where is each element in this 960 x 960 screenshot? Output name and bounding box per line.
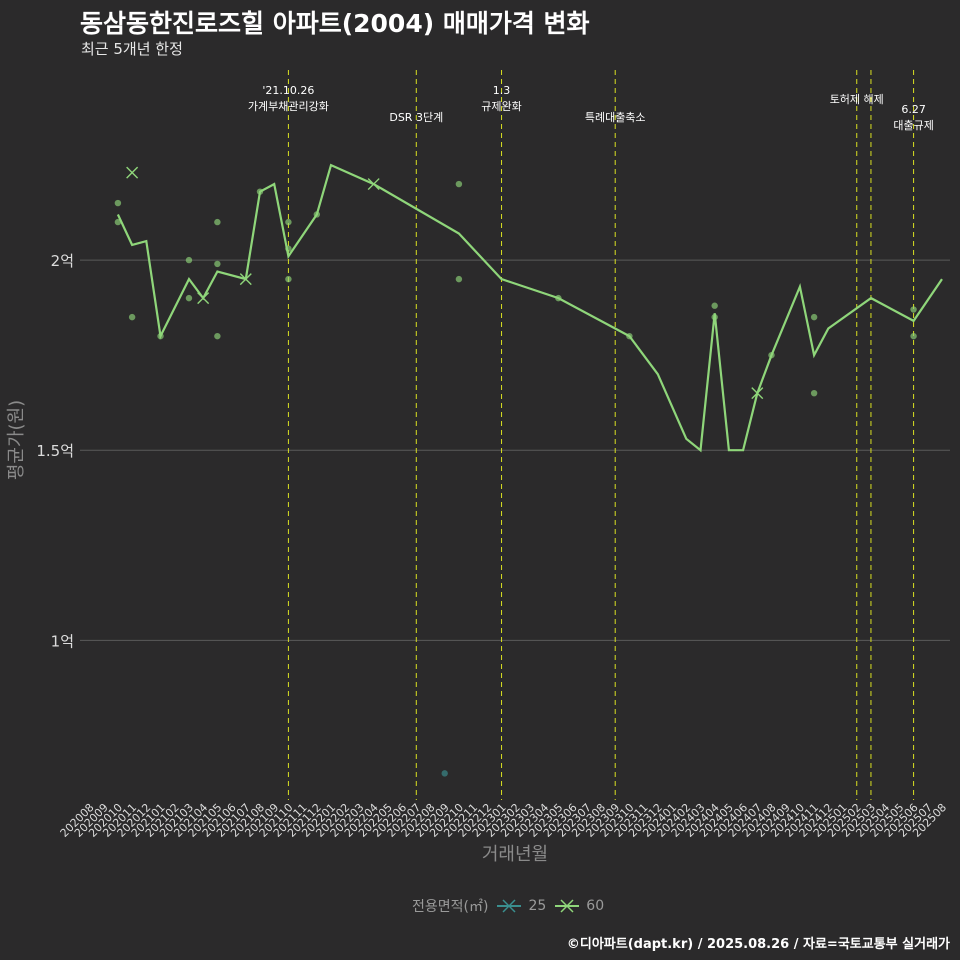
series-line-60 <box>116 163 943 453</box>
y-tick-label: 1억 <box>51 632 74 650</box>
data-point <box>185 256 193 264</box>
data-point <box>214 260 221 268</box>
data-cross <box>751 387 764 400</box>
cross-stroke <box>751 387 764 400</box>
data-point <box>313 211 321 218</box>
cross-stroke <box>239 273 252 286</box>
legend-label-25: 25 <box>528 898 547 914</box>
event-label: 6.27 <box>901 103 926 116</box>
data-point <box>711 313 718 321</box>
legend: 전용면적(㎡) 25 60 <box>412 896 604 916</box>
data-point <box>711 302 718 309</box>
x-axis-label: 거래년월 <box>482 844 548 865</box>
legend-swatch-60-icon <box>555 899 580 913</box>
cross-stroke <box>367 178 380 191</box>
data-point <box>114 218 122 226</box>
x-axis: 2020082020092020102020112020122021012021… <box>58 801 949 840</box>
cross-stroke <box>197 292 210 305</box>
legend-swatch-25-icon <box>497 899 522 913</box>
event-label: '21.10.26 <box>262 84 314 97</box>
series-layer <box>114 163 943 777</box>
data-cross <box>239 273 252 286</box>
event-label: 규제완화 <box>481 100 521 113</box>
data-point <box>455 180 463 188</box>
data-point <box>910 332 917 340</box>
data-point <box>285 275 292 283</box>
data-point <box>555 294 562 302</box>
data-point <box>285 218 292 226</box>
data-point <box>910 306 917 313</box>
data-point <box>256 188 264 195</box>
gridlines <box>80 259 950 641</box>
data-point <box>810 389 818 397</box>
cross-stroke <box>126 166 139 179</box>
data-point <box>768 351 775 359</box>
legend-item-25[interactable]: 25 <box>496 898 546 914</box>
data-cross <box>126 166 139 179</box>
data-point <box>441 770 448 777</box>
y-tick-label: 1.5억 <box>36 442 74 460</box>
event-label: 특례대출축소 <box>585 111 646 124</box>
data-cross <box>367 178 380 191</box>
y-axis: 1억 1.5억 2억 <box>36 252 74 650</box>
chart-title: 동삼동한진로즈힐 아파트(2004) 매매가격 변화 <box>80 9 590 38</box>
chart-subtitle: 최근 5개년 한정 <box>81 40 183 58</box>
data-point <box>128 313 136 321</box>
data-point <box>810 313 818 321</box>
data-cross <box>197 292 210 305</box>
data-point <box>114 199 122 207</box>
event-label: 토허제 해제 <box>830 92 884 106</box>
data-point <box>185 294 193 302</box>
data-point <box>285 245 292 252</box>
legend-label-60: 60 <box>586 898 605 914</box>
data-point <box>626 332 633 340</box>
data-point <box>157 332 164 340</box>
source-caption: ©디아파트(dapt.kr) / 2025.08.26 / 자료=국토교통부 실… <box>566 937 950 952</box>
data-point <box>214 218 221 226</box>
y-axis-label: 평균가(원) <box>6 400 27 480</box>
event-label: 1.3 <box>493 84 511 97</box>
legend-item-60[interactable]: 60 <box>554 898 604 914</box>
event-label: 대출규제 <box>893 119 933 132</box>
event-label: 가계부채관리강화 <box>248 100 329 113</box>
y-tick-label: 2억 <box>51 252 74 270</box>
legend-title: 전용면적(㎡) <box>412 899 489 915</box>
event-label: DSR 3단계 <box>389 111 443 124</box>
data-point <box>214 332 221 340</box>
data-point <box>455 275 463 283</box>
